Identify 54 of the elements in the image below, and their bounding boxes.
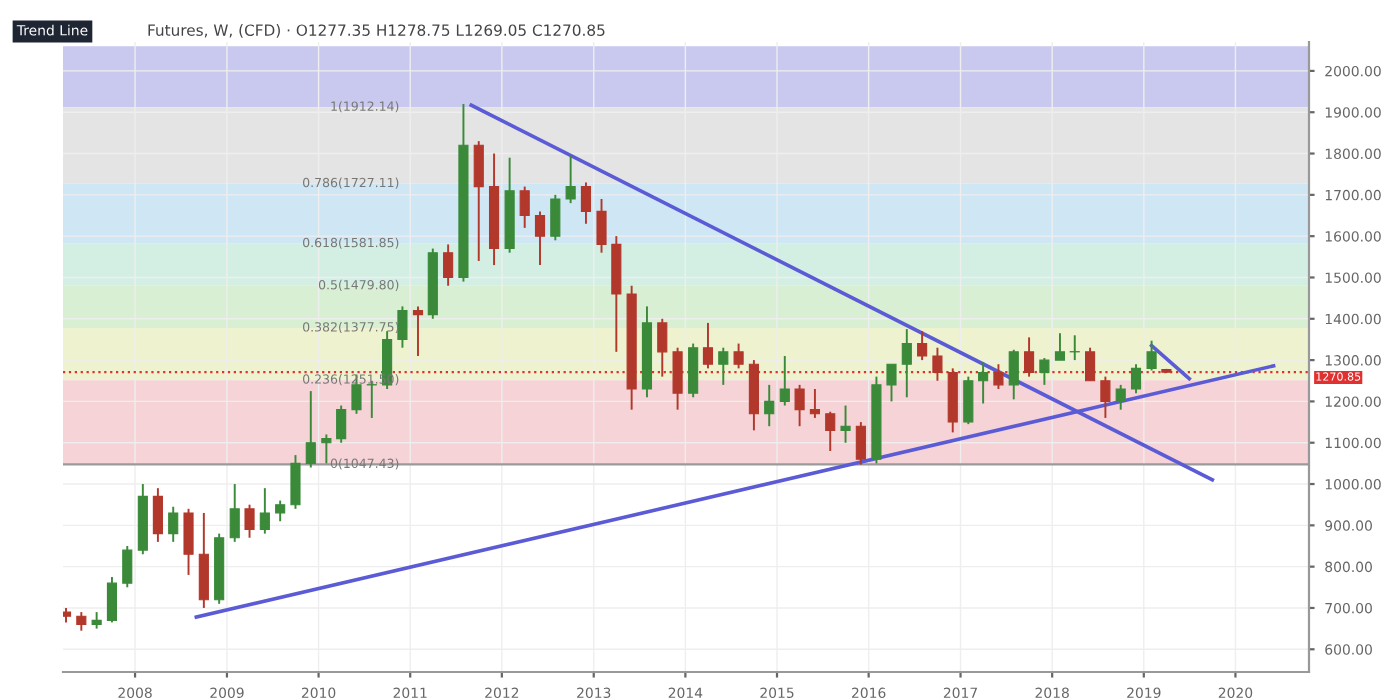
candlestick [993,363,1004,390]
candlestick [764,383,775,428]
candlestick [580,181,592,225]
candlestick [275,499,286,523]
candlestick [702,321,714,370]
candlestick [321,433,332,465]
candlestick [978,361,989,405]
candlestick [1023,336,1035,378]
candlestick [1146,339,1157,372]
candlestick [198,511,209,609]
candlestick [76,611,87,632]
candlestick [1039,357,1050,386]
candlestick [1008,348,1019,401]
candlestick [1085,346,1096,382]
candlestick [229,483,240,543]
candlestick [106,576,118,624]
candlestick [901,328,912,399]
candlestick [825,410,836,452]
candlestick [290,454,301,510]
candlestick [1054,332,1066,362]
candlestick [917,330,928,362]
candlestick [855,421,866,466]
candlestick [152,487,163,543]
candlestick [794,383,805,428]
candlestick [1115,383,1126,411]
candlestick [534,210,546,267]
candlestick [672,346,683,411]
candlestick [886,363,897,403]
candlestick [443,243,454,287]
candlestick [565,154,576,205]
candlestick [596,198,607,254]
candlestick [1100,375,1111,419]
candlestick [688,342,699,399]
candlestick [840,404,851,444]
candlestick [168,505,179,543]
candlestick [244,503,255,539]
candlestick [779,355,790,407]
candlestick [809,388,820,419]
candlestick [305,390,316,469]
candlestick [963,375,974,426]
candlestick [519,185,530,229]
candlestick [336,404,347,444]
candlestick [473,140,484,262]
candlestick [412,305,424,357]
candlestick [183,507,194,576]
candlestick [733,342,744,370]
candlestick [1130,363,1142,395]
candlestick [932,346,943,382]
candlestick [259,487,270,535]
candlestick [718,346,729,386]
candlestick [397,305,408,349]
candlestick [550,193,561,242]
candlestick [122,545,133,589]
candlestick [657,317,668,378]
